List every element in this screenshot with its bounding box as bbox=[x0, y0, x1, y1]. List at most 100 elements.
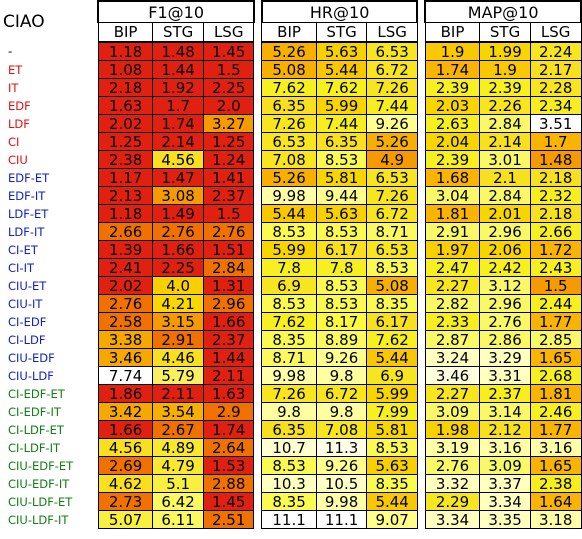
heatmap-cell: 1.66 bbox=[97, 420, 154, 439]
heatmap-cell: 2.39 bbox=[479, 78, 531, 97]
heatmap-cell: 8.53 bbox=[315, 294, 368, 313]
heatmap-cell: 2.25 bbox=[152, 258, 204, 277]
column-gap bbox=[417, 294, 426, 313]
heatmap-cell: 6.72 bbox=[315, 384, 368, 403]
table-row: EDF 1.63 1.7 2.0 6.35 5.99 7.44 2.03 2.26 2.34 bbox=[0, 96, 582, 115]
heatmap-cell: 7.62 bbox=[366, 330, 418, 349]
heatmap-cell: 5.63 bbox=[315, 41, 368, 61]
heatmap-cell: 5.81 bbox=[366, 420, 418, 439]
column-gap bbox=[253, 186, 262, 205]
heatmap-cell: 8.53 bbox=[315, 222, 368, 241]
heatmap-body: -1.18 1.48 1.45 5.26 5.63 6.53 1.9 1.99 2.24 ET 1.… bbox=[0, 41, 582, 529]
dataset-label: CIAO bbox=[0, 1, 99, 42]
heatmap-cell: 2.39 bbox=[424, 78, 481, 97]
row-label: CIU-LDF-ET bbox=[0, 492, 99, 511]
heatmap-cell: 7.74 bbox=[97, 366, 154, 385]
heatmap-cell: 5.1 bbox=[152, 474, 204, 493]
heatmap-cell: 5.99 bbox=[261, 240, 317, 259]
subheader-bip: BIP bbox=[261, 22, 317, 43]
heatmap-cell: 1.64 bbox=[529, 492, 582, 511]
column-gap bbox=[253, 42, 262, 61]
heatmap-cell: 2.66 bbox=[529, 222, 582, 241]
heatmap-cell: 3.24 bbox=[424, 348, 481, 367]
heatmap-cell: 7.44 bbox=[366, 96, 418, 115]
heatmap-cell: 1.63 bbox=[97, 96, 154, 115]
heatmap-cell: 3.04 bbox=[424, 186, 481, 205]
heatmap-cell: 2.02 bbox=[97, 276, 154, 295]
heatmap-cell: 2.37 bbox=[202, 186, 255, 205]
heatmap-cell: 4.56 bbox=[97, 438, 154, 457]
heatmap-cell: 2.41 bbox=[97, 258, 154, 277]
heatmap-cell: 5.26 bbox=[366, 132, 418, 151]
heatmap-cell: 9.07 bbox=[366, 510, 418, 529]
heatmap-cell: 1.9 bbox=[479, 60, 531, 79]
heatmap-cell: 1.5 bbox=[529, 276, 582, 295]
heatmap-cell: 6.9 bbox=[261, 276, 317, 295]
table-row: IT 2.18 1.92 2.25 7.62 7.62 7.26 2.39 2.39 2.28 bbox=[0, 78, 582, 97]
heatmap-cell: 1.74 bbox=[424, 60, 481, 79]
heatmap-cell: 5.99 bbox=[366, 384, 418, 403]
heatmap-cell: 3.09 bbox=[424, 402, 481, 421]
heatmap-cell: 2.84 bbox=[479, 114, 531, 133]
heatmap-cell: 1.9 bbox=[424, 41, 481, 61]
row-label: CI-EDF bbox=[0, 312, 99, 331]
heatmap-cell: 1.17 bbox=[97, 168, 154, 187]
heatmap-cell: 10.7 bbox=[261, 438, 317, 457]
column-gap bbox=[417, 42, 426, 61]
heatmap-cell: 2.91 bbox=[152, 330, 204, 349]
column-gap bbox=[417, 474, 426, 493]
table-row: CIU-LDF-ET 2.73 6.42 1.45 8.35 9.98 5.44 2.29 3.… bbox=[0, 492, 582, 511]
table-row: LDF 2.02 1.74 3.27 7.26 7.44 9.26 2.63 2.84 3.51 bbox=[0, 114, 582, 133]
heatmap-cell: 2.27 bbox=[424, 276, 481, 295]
heatmap-cell: 6.42 bbox=[152, 492, 204, 511]
column-gap bbox=[253, 258, 262, 277]
heatmap-cell: 2.9 bbox=[202, 402, 255, 421]
heatmap-cell: 1.41 bbox=[202, 168, 255, 187]
heatmap-cell: 1.99 bbox=[479, 41, 531, 61]
column-gap bbox=[417, 348, 426, 367]
heatmap-cell: 1.97 bbox=[424, 240, 481, 259]
subheader-bip: BIP bbox=[97, 22, 154, 43]
heatmap-cell: 4.46 bbox=[152, 348, 204, 367]
heatmap-cell: 1.25 bbox=[202, 132, 255, 151]
column-gap bbox=[417, 132, 426, 151]
table-row: CI-LDF 3.38 2.91 2.37 8.35 8.89 7.62 2.87 2.86 2.… bbox=[0, 330, 582, 349]
heatmap-cell: 6.17 bbox=[315, 240, 368, 259]
column-gap bbox=[417, 114, 426, 133]
heatmap-cell: 4.21 bbox=[152, 294, 204, 313]
heatmap-cell: 3.35 bbox=[479, 510, 531, 529]
heatmap-cell: 1.39 bbox=[97, 240, 154, 259]
row-label: CI-LDF-IT bbox=[0, 438, 99, 457]
heatmap-cell: 2.51 bbox=[202, 510, 255, 529]
heatmap-cell: 2.88 bbox=[202, 474, 255, 493]
table-row: CI-EDF-IT 3.42 3.54 2.9 9.8 9.8 7.99 3.09 3.14 2.… bbox=[0, 402, 582, 421]
subheader-stg: STG bbox=[315, 22, 368, 43]
metric-header-row: CIAO F1@10 HR@10 MAP@10 bbox=[0, 0, 582, 42]
column-gap bbox=[253, 222, 262, 241]
heatmap-cell: 2.14 bbox=[479, 132, 531, 151]
heatmap-cell: 6.35 bbox=[261, 420, 317, 439]
heatmap-cell: 2.87 bbox=[424, 330, 481, 349]
heatmap-cell: 7.62 bbox=[261, 78, 317, 97]
heatmap-cell: 1.7 bbox=[529, 132, 582, 151]
heatmap-cell: 1.81 bbox=[424, 204, 481, 223]
column-gap bbox=[417, 168, 426, 187]
heatmap-cell: 3.16 bbox=[479, 438, 531, 457]
table-row: CI-ET 1.39 1.66 1.51 5.99 6.17 6.53 1.97 2.06 1.7… bbox=[0, 240, 582, 259]
column-gap bbox=[417, 96, 426, 115]
metric-header-f1: F1@10 bbox=[97, 0, 255, 23]
heatmap-cell: 2.32 bbox=[529, 186, 582, 205]
column-gap bbox=[417, 60, 426, 79]
heatmap-cell: 5.63 bbox=[366, 456, 418, 475]
heatmap-cell: 8.53 bbox=[261, 294, 317, 313]
column-gap bbox=[253, 474, 262, 493]
heatmap-cell: 1.72 bbox=[529, 240, 582, 259]
heatmap-cell: 6.17 bbox=[366, 312, 418, 331]
heatmap-cell: 3.42 bbox=[97, 402, 154, 421]
heatmap-cell: 6.53 bbox=[366, 168, 418, 187]
heatmap-cell: 7.44 bbox=[315, 114, 368, 133]
column-gap bbox=[253, 402, 262, 421]
heatmap-cell: 1.7 bbox=[152, 96, 204, 115]
row-label: LDF-IT bbox=[0, 222, 99, 241]
subheader-stg: STG bbox=[479, 22, 531, 43]
